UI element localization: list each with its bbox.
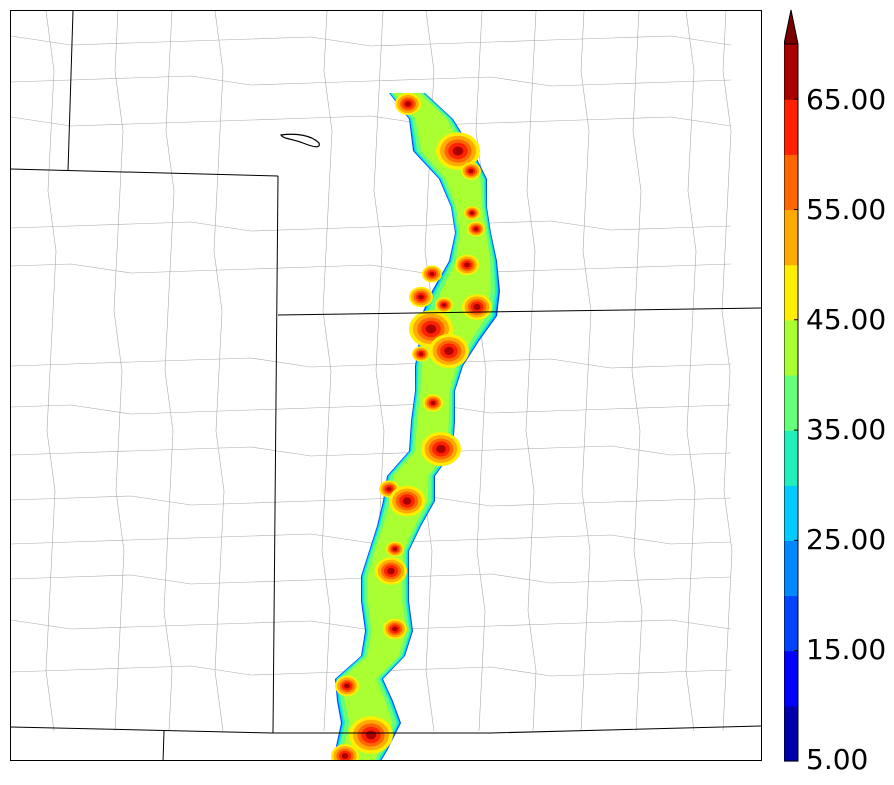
state-boundary-kansas-north [277, 307, 761, 316]
county-line [45, 11, 57, 732]
state-boundary-panhandle [162, 730, 165, 760]
colorbar [784, 9, 799, 762]
reflectivity-cell [444, 346, 454, 356]
county-line [163, 11, 175, 732]
county-line [11, 533, 732, 545]
reflectivity-cell [392, 626, 398, 632]
county-line [11, 495, 732, 507]
colorbar-band [784, 209, 798, 266]
reflectivity-cell [386, 487, 392, 491]
reflectivity-band [331, 93, 500, 760]
reflectivity-cell [341, 753, 349, 759]
state-boundary-colorado-north [11, 168, 279, 177]
reflectivity-cell [464, 262, 470, 268]
colorbar-label-55: 55.00 [806, 193, 887, 226]
reflectivity-cell [365, 730, 377, 740]
county-line [685, 11, 697, 732]
colorbar-label-25: 25.00 [806, 523, 887, 556]
reflectivity-cell [441, 303, 447, 307]
state-boundary-nw [67, 11, 74, 172]
reflectivity-cell [418, 352, 424, 356]
reflectivity-cell [452, 146, 464, 156]
county-line [11, 115, 732, 127]
colorbar-frame [784, 43, 799, 762]
reflectivity-cell [387, 567, 395, 575]
county-line [631, 11, 643, 732]
county-line [11, 403, 732, 415]
colorbar-label-15: 15.00 [806, 633, 887, 666]
reflectivity-cell [473, 303, 481, 311]
colorbar-extend-triangle [784, 9, 799, 45]
county-line [475, 11, 487, 732]
colorbar-band [784, 540, 798, 597]
county-line [213, 11, 225, 732]
colorbar-band [784, 154, 798, 211]
county-line [11, 220, 732, 232]
county-line [580, 11, 592, 732]
reflectivity-cell [425, 324, 437, 334]
state-boundary-colorado-east [272, 175, 279, 734]
reflectivity-map [11, 11, 761, 760]
state-boundary-south [11, 725, 761, 734]
colorbar-band [784, 650, 798, 707]
colorbar-band [784, 99, 798, 155]
colorbar-band [784, 485, 798, 541]
lake-outline [280, 133, 320, 148]
reflectivity-cell [429, 272, 435, 276]
county-line [721, 11, 733, 732]
county-line [11, 35, 732, 47]
colorbar-label-35: 35.00 [806, 413, 887, 446]
county-line [113, 11, 125, 732]
reflectivity-contour [338, 93, 491, 760]
county-line [321, 11, 333, 732]
reflectivity-cell [473, 227, 479, 231]
colorbar-band [784, 430, 798, 486]
colorbar-label-45: 45.00 [806, 303, 887, 336]
reflectivity-cell [392, 547, 398, 551]
reflectivity-cell [470, 211, 474, 215]
colorbar-band [784, 374, 798, 431]
colorbar-band [784, 705, 798, 762]
county-line [11, 357, 732, 369]
reflectivity-cell [404, 101, 412, 107]
county-line [11, 75, 732, 87]
reflectivity-cell [436, 444, 446, 454]
reflectivity-cell [418, 294, 424, 300]
state-boundaries [11, 11, 761, 760]
colorbar-band [784, 264, 798, 321]
reflectivity-cell [430, 401, 436, 405]
colorbar-band [784, 595, 798, 652]
reflectivity-cell [402, 497, 412, 505]
reflectivity-cell [468, 169, 474, 173]
county-line [11, 263, 732, 275]
county-line [11, 445, 732, 457]
colorbar-band [784, 319, 798, 376]
reflectivity-cell [344, 683, 350, 689]
colorbar-band [784, 44, 798, 100]
colorbar-label-5: 5.00 [806, 743, 869, 776]
map-panel [10, 10, 762, 761]
colorbar-bands [784, 44, 798, 762]
county-line [525, 11, 537, 732]
colorbar-label-65: 65.00 [806, 83, 887, 116]
colorbar-ticks [794, 98, 798, 762]
